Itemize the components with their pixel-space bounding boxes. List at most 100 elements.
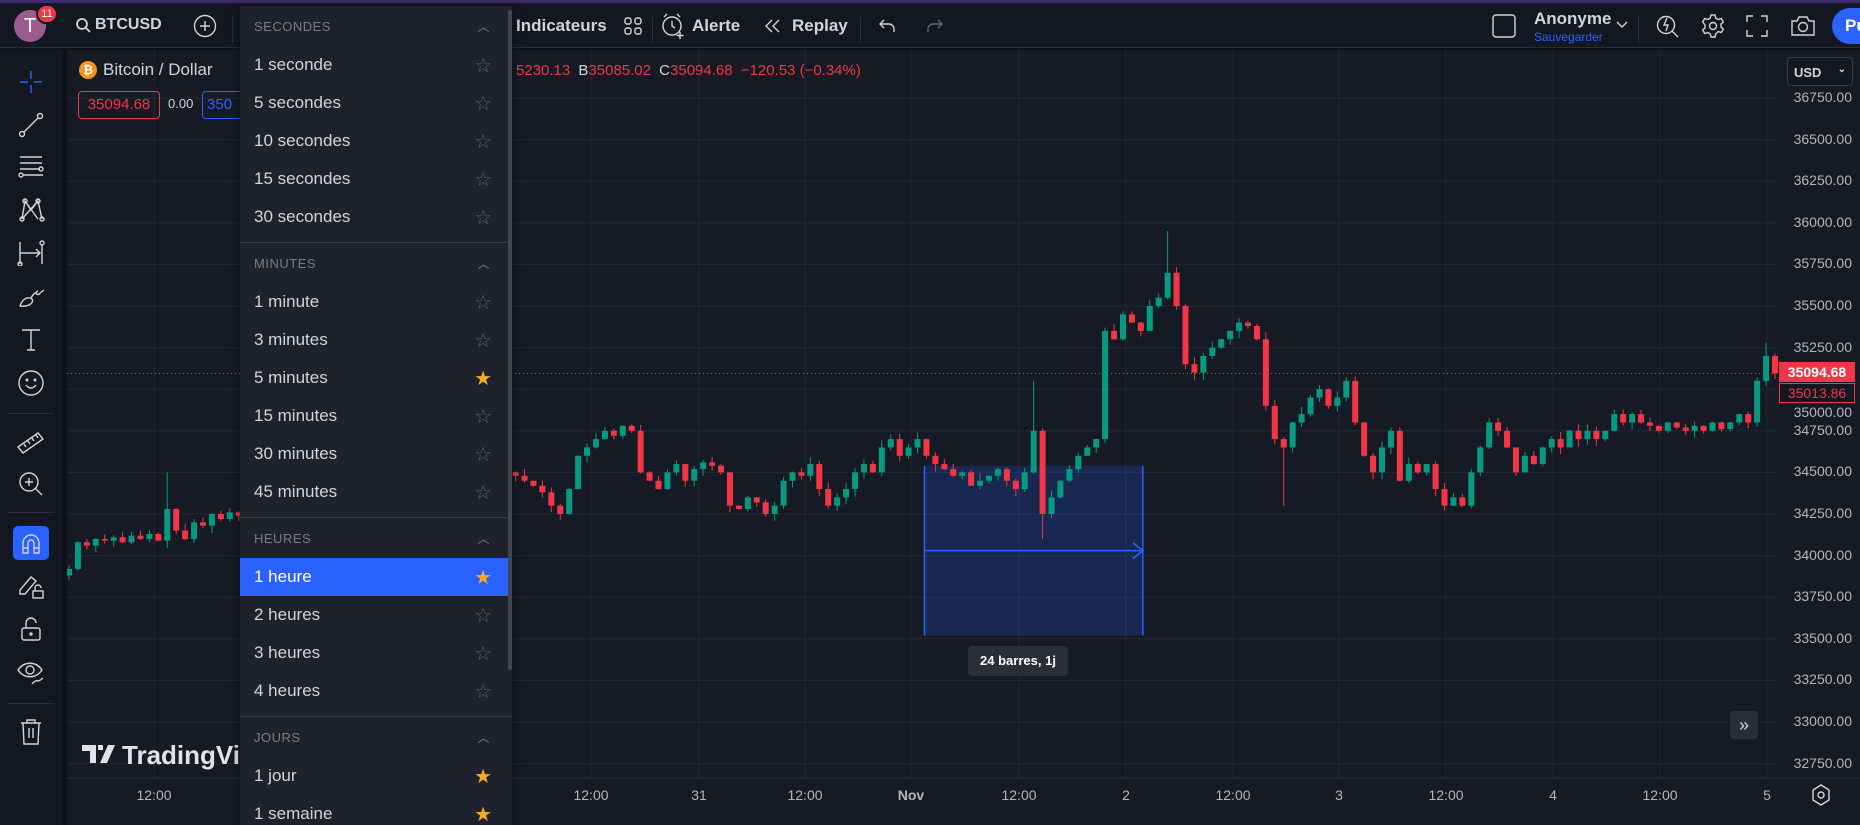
menu-section-header[interactable]: JOURS ︿	[240, 717, 512, 757]
interval-label: 4 heures	[254, 681, 321, 700]
brush-icon[interactable]	[15, 283, 47, 311]
star-outline-icon[interactable]: ☆	[474, 443, 492, 466]
layout-name[interactable]: Anonyme	[1534, 9, 1612, 28]
candle-body	[1539, 447, 1546, 465]
sell-button[interactable]: 35094.68	[78, 91, 160, 119]
save-button[interactable]: Sauvegarder	[1534, 30, 1603, 44]
replay-icon[interactable]	[762, 16, 784, 36]
star-filled-icon[interactable]: ★	[474, 803, 492, 825]
axis-settings-icon[interactable]	[1810, 784, 1832, 806]
candle-body	[83, 542, 90, 546]
eye-icon[interactable]	[15, 658, 47, 686]
magnet-icon[interactable]	[13, 526, 49, 560]
pattern-icon[interactable]	[15, 196, 47, 224]
alarm-clock-icon[interactable]	[660, 12, 686, 40]
chevron-up-icon[interactable]: ︿	[477, 730, 490, 745]
menu-item-interval[interactable]: 5 minutes ★	[240, 359, 512, 397]
menu-item-interval[interactable]: 1 minute ☆	[240, 283, 512, 321]
undo-icon[interactable]	[876, 15, 898, 37]
candle-body	[1620, 414, 1627, 423]
trend-line-icon[interactable]	[15, 111, 47, 139]
emoji-icon[interactable]	[15, 369, 47, 397]
layout-grid-icon[interactable]	[622, 15, 644, 37]
search-icon[interactable]	[74, 16, 92, 34]
measure-range-icon[interactable]	[15, 239, 47, 267]
star-outline-icon[interactable]: ☆	[474, 206, 492, 229]
menu-item-interval[interactable]: 1 heure ★	[240, 558, 512, 596]
candle-body	[994, 469, 1001, 476]
quick-search-icon[interactable]	[1655, 12, 1681, 40]
star-filled-icon[interactable]: ★	[474, 367, 492, 390]
currency-label: USD	[1794, 65, 1822, 80]
scroll-to-realtime-button[interactable]: »	[1730, 711, 1758, 739]
buy-button[interactable]: 350	[202, 91, 240, 119]
symbol-search-button[interactable]: BTCUSD	[95, 16, 162, 33]
measure-arrow-head	[1132, 542, 1145, 560]
star-outline-icon[interactable]: ☆	[474, 168, 492, 191]
drawing-toolbar	[0, 50, 62, 825]
menu-item-interval[interactable]: 1 seconde ☆	[240, 46, 512, 84]
chevron-up-icon[interactable]: ︿	[477, 256, 490, 271]
camera-icon[interactable]	[1790, 14, 1816, 38]
menu-item-interval[interactable]: 5 secondes ☆	[240, 84, 512, 122]
zoom-in-icon[interactable]	[15, 470, 47, 498]
star-outline-icon[interactable]: ☆	[474, 680, 492, 703]
star-outline-icon[interactable]: ☆	[474, 329, 492, 352]
price-axis-label: 35000.00	[1793, 404, 1852, 420]
chevron-up-icon[interactable]: ︿	[477, 531, 490, 546]
indicators-button[interactable]: Indicateurs	[516, 16, 607, 35]
menu-item-interval[interactable]: 15 minutes ☆	[240, 397, 512, 435]
star-outline-icon[interactable]: ☆	[474, 481, 492, 504]
redo-icon[interactable]	[924, 15, 946, 37]
menu-item-interval[interactable]: 3 minutes ☆	[240, 321, 512, 359]
star-outline-icon[interactable]: ☆	[474, 642, 492, 665]
crosshair-icon[interactable]	[15, 68, 47, 96]
menu-section-header[interactable]: SECONDES ︿	[240, 6, 512, 46]
menu-item-interval[interactable]: 30 minutes ☆	[240, 435, 512, 473]
star-filled-icon[interactable]: ★	[474, 765, 492, 788]
menu-item-interval[interactable]: 1 semaine ★	[240, 795, 512, 825]
candle-body	[1423, 464, 1430, 473]
fib-lines-icon[interactable]	[15, 152, 47, 180]
menu-item-interval[interactable]: 4 heures ☆	[240, 672, 512, 710]
publish-button[interactable]: Pu	[1832, 8, 1860, 44]
settings-gear-icon[interactable]	[1700, 13, 1726, 39]
menu-item-interval[interactable]: 3 heures ☆	[240, 634, 512, 672]
trash-icon[interactable]	[15, 718, 47, 746]
menu-item-interval[interactable]: 30 secondes ☆	[240, 198, 512, 236]
dropdown-scrollbar[interactable]	[508, 10, 512, 670]
text-tool-icon[interactable]	[15, 326, 47, 354]
layout-square-icon[interactable]	[1492, 14, 1516, 38]
menu-item-interval[interactable]: 2 heures ☆	[240, 596, 512, 634]
chevron-down-icon[interactable]	[1615, 19, 1629, 31]
currency-select[interactable]: USD ⌄	[1787, 57, 1853, 86]
menu-section-header[interactable]: MINUTES ︿	[240, 243, 512, 283]
fullscreen-icon[interactable]	[1746, 15, 1768, 37]
candle-body	[878, 447, 885, 473]
candle-body	[1370, 455, 1377, 473]
add-symbol-icon[interactable]	[192, 13, 218, 39]
replay-button[interactable]: Replay	[792, 16, 848, 35]
menu-item-interval[interactable]: 45 minutes ☆	[240, 473, 512, 511]
price-axis-label: 33750.00	[1793, 588, 1852, 605]
star-outline-icon[interactable]: ☆	[474, 130, 492, 153]
chevron-up-icon[interactable]: ︿	[477, 19, 490, 34]
menu-item-interval[interactable]: 15 secondes ☆	[240, 160, 512, 198]
star-outline-icon[interactable]: ☆	[474, 92, 492, 115]
star-outline-icon[interactable]: ☆	[474, 604, 492, 627]
lock-drawings-icon[interactable]	[15, 572, 47, 600]
symbol-title[interactable]: Bitcoin / Dollar	[103, 60, 213, 79]
alert-button[interactable]: Alerte	[692, 16, 741, 35]
candle-body	[1030, 430, 1037, 473]
menu-item-interval[interactable]: 10 secondes ☆	[240, 122, 512, 160]
candle-body	[1075, 455, 1082, 470]
candle-body	[1521, 455, 1528, 473]
menu-item-interval[interactable]: 1 jour ★	[240, 757, 512, 795]
menu-section-header[interactable]: HEURES ︿	[240, 518, 512, 558]
unlock-icon[interactable]	[15, 615, 47, 643]
star-filled-icon[interactable]: ★	[474, 566, 492, 589]
ruler-icon[interactable]	[15, 428, 47, 456]
star-outline-icon[interactable]: ☆	[474, 405, 492, 428]
star-outline-icon[interactable]: ☆	[474, 54, 492, 77]
star-outline-icon[interactable]: ☆	[474, 291, 492, 314]
